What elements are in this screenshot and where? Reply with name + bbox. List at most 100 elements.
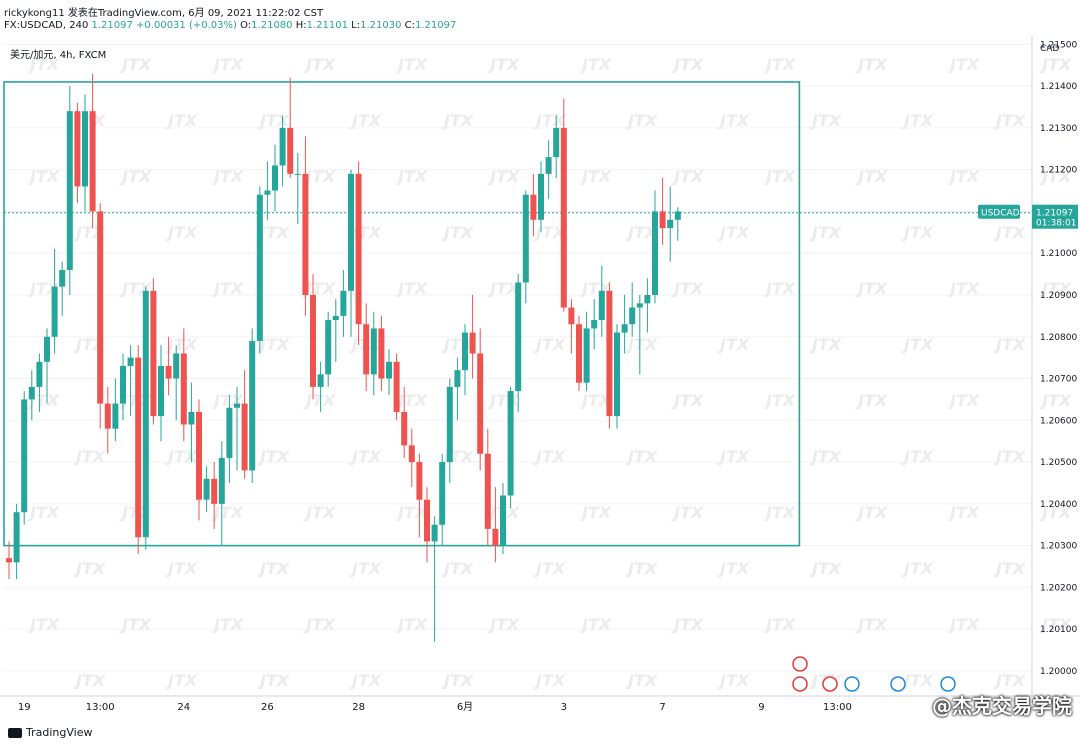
- candle-body: [89, 111, 96, 212]
- candle-body: [568, 307, 575, 325]
- x-tick-label: 24: [177, 702, 190, 713]
- candle-body: [598, 290, 605, 321]
- y-tick-label: 1.20400: [1040, 500, 1077, 510]
- svg-text:JTX: JTX: [441, 671, 474, 690]
- brand-label: TradingView: [26, 726, 93, 739]
- candle-body: [36, 361, 43, 387]
- svg-text:JTX: JTX: [763, 503, 796, 522]
- candle-body: [370, 328, 377, 375]
- y-tick-label: 1.20300: [1040, 542, 1077, 552]
- svg-text:JTX: JTX: [671, 279, 704, 298]
- svg-text:JTX: JTX: [763, 615, 796, 634]
- economic-event-icon: [890, 676, 906, 692]
- svg-text:JTX: JTX: [211, 279, 244, 298]
- y-tick-label: 1.21200: [1040, 166, 1077, 176]
- economic-event-icon: [792, 676, 808, 692]
- y-tick-label: 1.20000: [1040, 667, 1077, 677]
- candle-body: [51, 286, 58, 337]
- low-label: L:: [351, 20, 361, 31]
- svg-text:JTX: JTX: [533, 671, 566, 690]
- svg-text:JTX: JTX: [487, 55, 520, 74]
- svg-text:JTX: JTX: [901, 335, 934, 354]
- candle-body: [393, 361, 400, 412]
- candle-body: [66, 111, 73, 270]
- svg-text:JTX: JTX: [901, 559, 934, 578]
- candle-body: [264, 190, 271, 195]
- svg-text:JTX: JTX: [165, 447, 198, 466]
- svg-text:JTX: JTX: [257, 447, 290, 466]
- svg-text:JTX: JTX: [947, 391, 980, 410]
- svg-text:JTX: JTX: [947, 55, 980, 74]
- open-label: O:: [240, 20, 252, 31]
- svg-text:JTX: JTX: [395, 503, 428, 522]
- svg-text:JTX: JTX: [349, 671, 382, 690]
- svg-text:JTX: JTX: [487, 615, 520, 634]
- svg-text:JTX: JTX: [257, 335, 290, 354]
- y-tick-label: 1.21400: [1040, 82, 1077, 92]
- svg-text:JTX: JTX: [257, 111, 290, 130]
- candle-body: [348, 173, 354, 291]
- candle-body: [310, 294, 316, 387]
- economic-event-icon: [822, 676, 838, 692]
- candle-body: [652, 211, 658, 295]
- svg-text:JTX: JTX: [947, 279, 980, 298]
- svg-text:JTX: JTX: [73, 559, 106, 578]
- svg-text:JTX: JTX: [73, 671, 106, 690]
- candle-body: [522, 194, 529, 283]
- svg-text:JTX: JTX: [303, 279, 336, 298]
- candle-body: [553, 127, 560, 158]
- svg-text:JTX: JTX: [119, 615, 152, 634]
- svg-text:JTX: JTX: [717, 671, 750, 690]
- svg-text:JTX: JTX: [27, 615, 60, 634]
- x-tick-label: 19: [18, 702, 31, 713]
- svg-text:JTX: JTX: [993, 223, 1026, 242]
- economic-event-icon: [792, 656, 808, 672]
- y-tick-label: 1.21000: [1040, 249, 1077, 259]
- svg-text:JTX: JTX: [165, 335, 198, 354]
- candle-body: [158, 366, 164, 417]
- last-price: 1.21097: [91, 20, 133, 31]
- y-axis-unit: CAD: [1040, 44, 1059, 54]
- svg-text:JTX: JTX: [533, 111, 566, 130]
- svg-text:JTX: JTX: [947, 167, 980, 186]
- svg-text:JTX: JTX: [487, 167, 520, 186]
- candle-body: [241, 403, 248, 471]
- y-tick-label: 1.20500: [1040, 458, 1077, 468]
- candle-body: [363, 324, 370, 375]
- candle-body: [112, 403, 119, 429]
- candle-body: [211, 478, 218, 504]
- svg-text:JTX: JTX: [855, 615, 888, 634]
- svg-text:JTX: JTX: [487, 391, 520, 410]
- svg-text:JTX: JTX: [855, 503, 888, 522]
- candle-body: [659, 211, 666, 229]
- svg-text:JTX: JTX: [855, 391, 888, 410]
- high-label: H:: [295, 20, 307, 31]
- tradingview-brand[interactable]: TradingView: [8, 726, 92, 739]
- svg-text:JTX: JTX: [717, 559, 750, 578]
- svg-text:JTX: JTX: [993, 447, 1026, 466]
- svg-text:JTX: JTX: [579, 167, 612, 186]
- candle-body: [401, 411, 408, 446]
- x-tick-label: 13:00: [86, 702, 115, 713]
- open-value: 1.21080: [251, 20, 293, 31]
- svg-text:JTX: JTX: [211, 503, 244, 522]
- candle-body: [249, 340, 256, 471]
- candle-body: [378, 328, 385, 379]
- candle-body: [469, 332, 476, 354]
- x-tick-label: 3: [561, 702, 567, 713]
- candle-body: [477, 353, 484, 454]
- svg-text:JTX: JTX: [671, 391, 704, 410]
- svg-text:JTX: JTX: [625, 559, 658, 578]
- y-tick-label: 1.20600: [1040, 416, 1077, 426]
- svg-text:JTX: JTX: [303, 503, 336, 522]
- candle-body: [515, 282, 522, 392]
- svg-text:JTX: JTX: [211, 55, 244, 74]
- svg-text:JTX: JTX: [349, 447, 382, 466]
- candle-body: [325, 320, 332, 375]
- svg-text:JTX: JTX: [809, 447, 842, 466]
- svg-text:JTX: JTX: [257, 559, 290, 578]
- candle-body: [583, 328, 590, 383]
- svg-text:JTX: JTX: [901, 223, 934, 242]
- chart-legend: 美元/加元, 4h, FXCM: [10, 50, 107, 61]
- x-tick-label: 6月: [457, 701, 473, 713]
